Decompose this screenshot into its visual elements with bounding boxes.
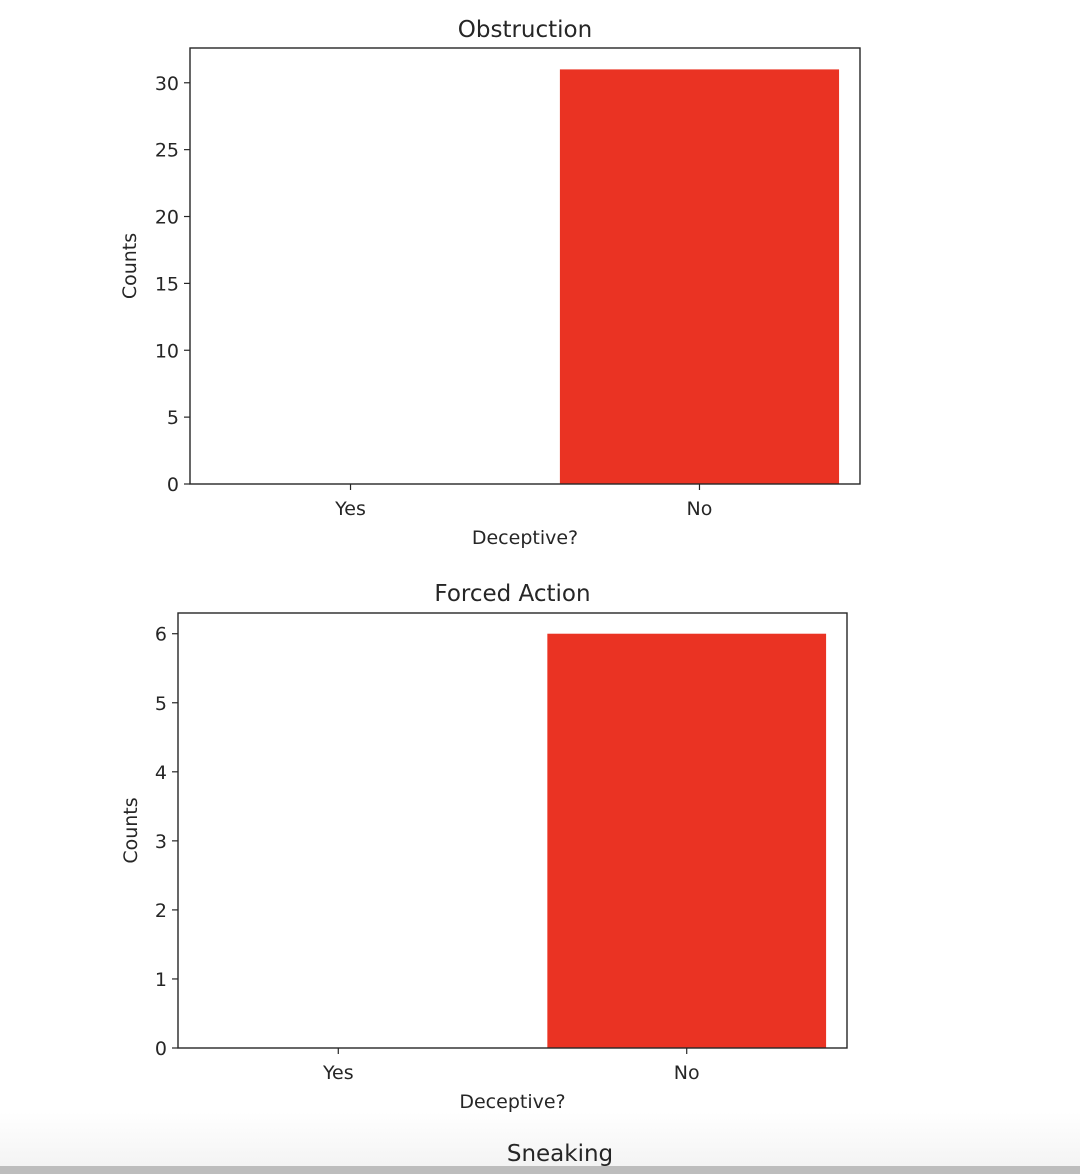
x-tick-label-no: No [687, 498, 713, 520]
y-tick-label: 4 [155, 762, 167, 784]
x-tick-label-no: No [674, 1062, 700, 1084]
y-tick-label: 5 [167, 407, 179, 429]
chart-forced-action: 0 1 2 3 4 5 6 Yes No Forced Action Deceptive? Count… [120, 581, 848, 1113]
y-tick-label: 15 [155, 273, 179, 295]
plot-frame [189, 47, 861, 485]
y-tick-label: 2 [155, 900, 167, 922]
x-tick-label-yes: Yes [322, 1062, 354, 1084]
y-tick-label: 30 [155, 73, 179, 95]
chart-title: Forced Action [434, 581, 590, 607]
bar-no [547, 633, 827, 1048]
y-tick-label: 5 [155, 693, 167, 715]
plot-frame [177, 612, 848, 1049]
next-chart-title: Sneaking [506, 1141, 614, 1167]
y-axis-label: Counts [119, 233, 141, 299]
y-tick-label: 10 [155, 340, 179, 362]
bar-no [559, 69, 840, 484]
chart-obstruction: 0 5 10 15 20 25 30 Yes No Obstruction Deceptive? Co… [119, 17, 861, 549]
y-tick-label: 6 [155, 624, 167, 646]
y-tick-label: 1 [155, 969, 167, 991]
x-axis-label: Deceptive? [459, 1091, 565, 1113]
x-tick-label-yes: Yes [334, 498, 366, 520]
chart-title: Obstruction [458, 17, 592, 43]
y-tick-label: 25 [155, 140, 179, 162]
y-tick-label: 3 [155, 831, 167, 853]
y-tick-label: 0 [167, 474, 179, 496]
y-axis-label: Counts [120, 797, 142, 863]
y-tick-label: 20 [155, 207, 179, 229]
horizontal-scrollbar[interactable] [0, 1166, 1080, 1174]
x-axis-label: Deceptive? [472, 527, 578, 549]
y-tick-label: 0 [155, 1038, 167, 1060]
